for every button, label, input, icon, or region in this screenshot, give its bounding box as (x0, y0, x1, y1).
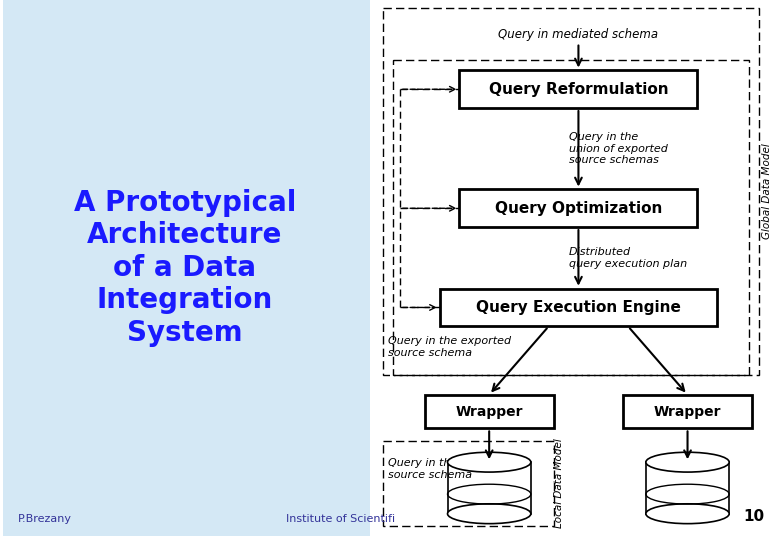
Bar (3, 0, 370, 536)
Text: Query in the exported
source schema: Query in the exported source schema (388, 336, 511, 358)
Bar (448, 462, 531, 514)
FancyBboxPatch shape (623, 395, 752, 428)
Text: Wrapper: Wrapper (654, 404, 722, 418)
Text: Query in mediated schema: Query in mediated schema (498, 28, 658, 41)
Text: Query in the
union of exported
source schemas: Query in the union of exported source sc… (569, 132, 668, 165)
Text: 10: 10 (744, 509, 765, 524)
Bar (646, 462, 729, 514)
Bar (393, 59, 749, 375)
FancyBboxPatch shape (425, 395, 554, 428)
Text: Institute of Scientifi: Institute of Scientifi (285, 514, 395, 524)
FancyBboxPatch shape (440, 288, 718, 326)
Bar (383, 441, 554, 525)
Text: Local Data Model: Local Data Model (554, 438, 564, 528)
Ellipse shape (448, 452, 531, 472)
Bar (383, 8, 759, 375)
Text: Global Data Model: Global Data Model (762, 144, 772, 239)
Text: Query in the
source schema: Query in the source schema (388, 458, 472, 480)
Text: Query Reformulation: Query Reformulation (488, 82, 668, 97)
Text: A Prototypical
Architecture
of a Data
Integration
System: A Prototypical Architecture of a Data In… (73, 189, 296, 347)
Text: P.Brezany: P.Brezany (18, 514, 72, 524)
Ellipse shape (646, 504, 729, 524)
Ellipse shape (448, 504, 531, 524)
Text: Query Execution Engine: Query Execution Engine (476, 300, 681, 315)
Text: Query Optimization: Query Optimization (495, 201, 662, 216)
FancyBboxPatch shape (459, 70, 697, 108)
FancyBboxPatch shape (459, 190, 697, 227)
Text: Wrapper: Wrapper (456, 404, 523, 418)
Ellipse shape (646, 452, 729, 472)
Text: Distributed
query execution plan: Distributed query execution plan (569, 247, 686, 269)
